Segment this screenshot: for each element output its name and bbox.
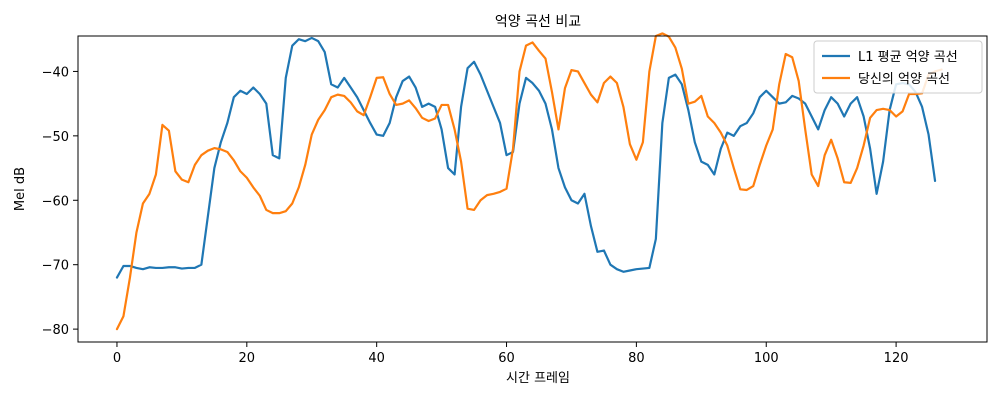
x-tick-label: 40	[368, 351, 385, 366]
series-line-1	[115, 36, 937, 279]
y-tick-label: −50	[42, 130, 69, 145]
y-tick-label: −40	[42, 65, 69, 80]
x-tick-label: 60	[498, 351, 515, 366]
y-tick-label: −60	[42, 194, 69, 209]
x-tick-label: 0	[113, 351, 121, 366]
y-tick-label: −80	[42, 323, 69, 338]
series-line-2	[115, 32, 943, 331]
y-axis-label: Mel dB	[13, 167, 28, 211]
legend-label: L1 평균 억양 곡선	[858, 50, 958, 65]
x-axis: 0 20 40 60 80 100 120	[113, 342, 909, 366]
x-axis-label: 시간 프레임	[506, 371, 570, 386]
plot-area	[115, 32, 943, 331]
chart-title: 억양 곡선 비교	[495, 14, 581, 30]
x-tick-label: 100	[754, 351, 779, 366]
x-tick-label: 80	[628, 351, 645, 366]
legend-label: 당신의 억양 곡선	[858, 72, 950, 87]
x-tick-label: 20	[239, 351, 256, 366]
y-tick-label: −70	[42, 259, 69, 274]
plot-frame	[77, 35, 988, 343]
legend-box	[813, 40, 983, 94]
y-axis: −40 −50 −60 −70 −80	[42, 65, 78, 338]
x-tick-label: 120	[884, 351, 909, 366]
